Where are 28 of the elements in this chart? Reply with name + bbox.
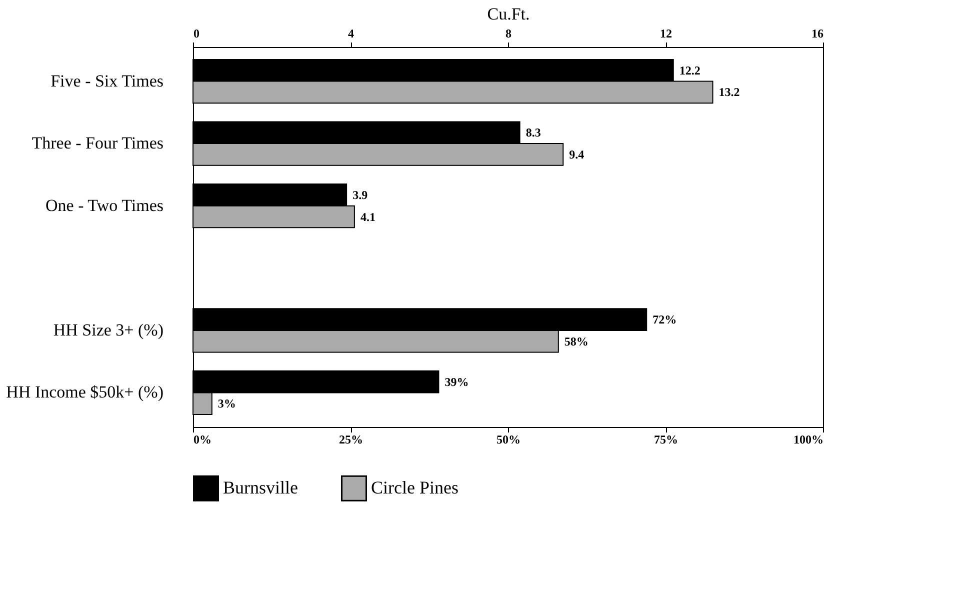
data-label: 8.3 (526, 126, 541, 140)
x-tick-label: 50% (496, 432, 520, 446)
x2-axis-title: Cu.Ft. (487, 4, 530, 24)
data-label: 9.4 (569, 147, 584, 162)
legend-label: Burnsville (223, 477, 298, 498)
x-tick-label: 75% (654, 432, 678, 446)
data-label: 39% (444, 374, 469, 389)
data-label: 12.2 (679, 63, 700, 78)
legend-label: Circle Pines (371, 477, 458, 498)
data-label: 3.9 (352, 188, 368, 202)
data-label: 72% (652, 312, 677, 327)
x2-tick-label: 16 (812, 26, 824, 40)
y-tick-label: HH Income $50k+ (%) (6, 382, 164, 402)
x2-tick-label: 12 (660, 26, 672, 40)
data-label: 13.2 (718, 85, 740, 100)
data-label: 3% (218, 396, 236, 411)
data-label: 4.1 (360, 210, 376, 224)
y-tick-label: Three - Four Times (32, 134, 164, 153)
x-tick-label: 25% (339, 432, 363, 446)
x-tick-label: 0% (194, 432, 212, 446)
x-tick-label: 100% (794, 432, 824, 446)
y-tick-label: One - Two Times (46, 196, 164, 215)
y-tick-label: HH Size 3+ (%) (53, 320, 164, 340)
x2-tick-label: 0 (194, 26, 200, 40)
x2-tick-label: 8 (506, 26, 512, 40)
data-label: 58% (564, 334, 588, 348)
x2-tick-label: 4 (348, 26, 354, 40)
y-tick-label: Five - Six Times (50, 71, 164, 90)
